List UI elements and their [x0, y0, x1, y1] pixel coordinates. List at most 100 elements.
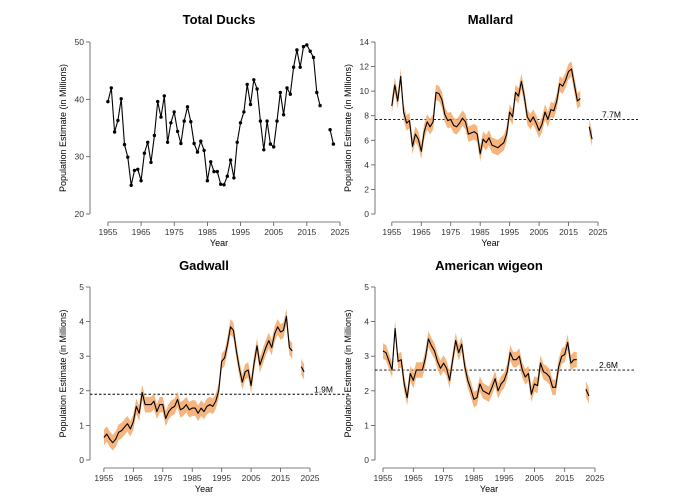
x-axis-label: Year — [481, 238, 499, 248]
x-tick-label: 1975 — [165, 227, 184, 237]
reference-line-label: 2.6M — [599, 360, 618, 370]
y-tick-label: 6 — [364, 135, 369, 145]
data-point — [265, 119, 269, 123]
confidence-band — [391, 61, 581, 162]
data-point — [209, 160, 213, 164]
data-point — [149, 160, 153, 165]
series-line — [382, 327, 577, 400]
y-tick-label: 4 — [364, 160, 369, 170]
x-tick-label: 1995 — [212, 473, 231, 483]
series-line — [300, 366, 305, 373]
y-tick-label: 5 — [79, 282, 84, 292]
chart-total-ducks: Total Ducks 20 30 40 50 1955 1965 1975 1985 1995 2… — [58, 12, 350, 248]
data-point — [222, 183, 226, 187]
x-axis-label: Year — [480, 484, 498, 494]
chart-title: Total Ducks — [183, 12, 256, 27]
x-tick-label: 1975 — [153, 473, 172, 483]
data-point — [258, 119, 263, 123]
chart-american-wigeon: American wigeon 0 1 2 3 4 5 1955 1965 1975 1985 199… — [343, 258, 635, 494]
confidence-band — [383, 320, 577, 408]
x-tick-label: 1985 — [198, 227, 217, 237]
data-point — [272, 145, 276, 149]
data-point — [242, 110, 246, 114]
data-point — [152, 133, 157, 138]
reference-line-label: 7.7M — [602, 109, 621, 119]
data-point — [146, 140, 150, 144]
data-point — [281, 113, 286, 117]
data-point — [119, 97, 123, 101]
data-point — [248, 102, 253, 107]
data-point — [109, 86, 114, 90]
data-point — [275, 119, 279, 123]
series-line — [588, 126, 593, 140]
data-point — [252, 78, 256, 82]
x-tick-label: 1965 — [124, 473, 143, 483]
x-tick-label: 2005 — [530, 227, 549, 237]
data-point — [311, 55, 316, 60]
x-tick-label: 2025 — [589, 227, 608, 237]
series-line — [329, 129, 334, 145]
data-point — [245, 82, 249, 87]
x-tick-label: 1955 — [98, 227, 117, 237]
data-point — [162, 94, 166, 98]
data-point — [288, 92, 292, 96]
x-axis-label: Year — [210, 238, 228, 248]
data-point — [318, 103, 322, 108]
x-tick-label: 1965 — [412, 227, 431, 237]
chart-gadwall: Gadwall 0 1 2 3 4 5 1955 1965 1975 1985 1995 2005 201… — [58, 258, 350, 494]
data-point — [305, 43, 309, 47]
y-tick-label: 0 — [364, 455, 369, 465]
y-tick-label: 1 — [79, 420, 84, 430]
y-tick-label: 2 — [364, 386, 369, 396]
data-point — [315, 90, 319, 95]
data-point — [169, 121, 173, 125]
data-point — [172, 110, 176, 114]
x-tick-label: 2005 — [264, 227, 283, 237]
data-point — [192, 141, 196, 146]
series-line — [585, 388, 590, 397]
x-tick-label: 1955 — [94, 473, 113, 483]
x-tick-label: 1985 — [183, 473, 202, 483]
y-axis-label: Population Estimate (in Millions) — [343, 309, 353, 437]
series-line — [103, 315, 293, 444]
x-tick-label: 1985 — [464, 473, 483, 483]
data-point — [142, 151, 147, 155]
x-tick-label: 1995 — [495, 473, 514, 483]
x-tick-label: 2015 — [271, 473, 290, 483]
data-point — [212, 169, 216, 174]
y-axis-label: Population Estimate (in Millions) — [58, 64, 68, 192]
data-point — [238, 121, 243, 125]
y-axis-label: Population Estimate (in Millions) — [58, 309, 68, 437]
data-point — [182, 119, 186, 123]
data-point — [122, 142, 127, 147]
data-point — [156, 99, 160, 104]
chart-title: Mallard — [468, 12, 514, 27]
data-point — [199, 139, 203, 143]
y-tick-label: 20 — [75, 209, 85, 219]
x-tick-label: 2015 — [559, 227, 578, 237]
data-point — [132, 168, 137, 173]
x-tick-label: 2025 — [586, 473, 605, 483]
data-point — [331, 142, 336, 146]
series-line — [391, 68, 581, 155]
y-tick-label: 4 — [79, 317, 84, 327]
data-point — [202, 148, 206, 153]
data-point — [228, 158, 233, 162]
data-point — [205, 179, 210, 183]
y-axis-label: Population Estimate (in Millions) — [343, 64, 353, 192]
data-point — [298, 65, 302, 69]
x-axis-label: Year — [195, 484, 213, 494]
data-point — [116, 118, 120, 123]
y-tick-label: 1 — [364, 420, 369, 430]
y-tick-label: 50 — [75, 37, 85, 47]
y-tick-label: 8 — [364, 111, 369, 121]
y-tick-label: 10 — [360, 86, 370, 96]
x-tick-label: 2025 — [301, 473, 320, 483]
data-point — [219, 182, 223, 186]
series-line — [107, 44, 321, 186]
y-tick-label: 4 — [364, 317, 369, 327]
data-point — [291, 65, 296, 69]
data-point — [328, 128, 332, 132]
data-point — [189, 120, 193, 124]
data-point — [159, 115, 163, 119]
